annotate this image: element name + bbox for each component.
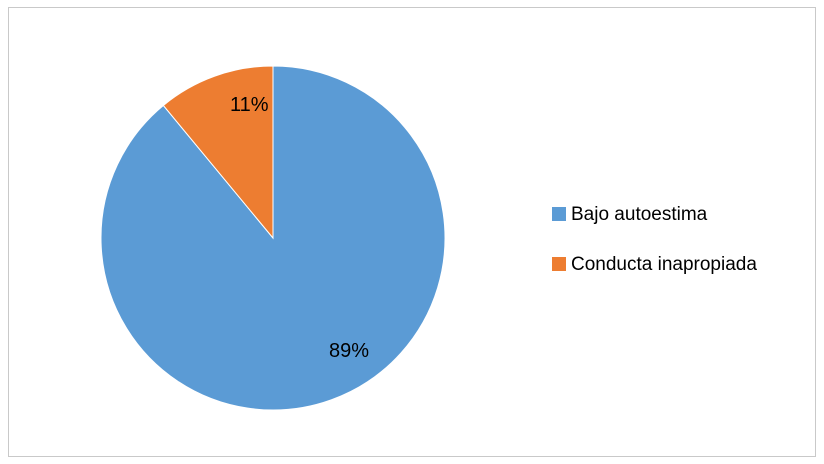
data-label-conducta-inapropiada: 11% <box>230 94 269 116</box>
legend-label-bajo-autoestima: Bajo autoestima <box>571 204 708 225</box>
legend-swatch-bajo-autoestima <box>552 207 566 221</box>
pie-slices <box>100 65 446 411</box>
legend: Bajo autoestima Conducta inapropiada <box>552 204 757 275</box>
slice-labels: 89% 11% <box>230 94 369 362</box>
legend-label-conducta-inapropiada: Conducta inapropiada <box>571 254 757 275</box>
data-label-bajo-autoestima: 89% <box>329 340 369 362</box>
pie-slice-conducta-inapropiada <box>162 65 274 240</box>
legend-swatch-conducta-inapropiada <box>552 257 566 271</box>
